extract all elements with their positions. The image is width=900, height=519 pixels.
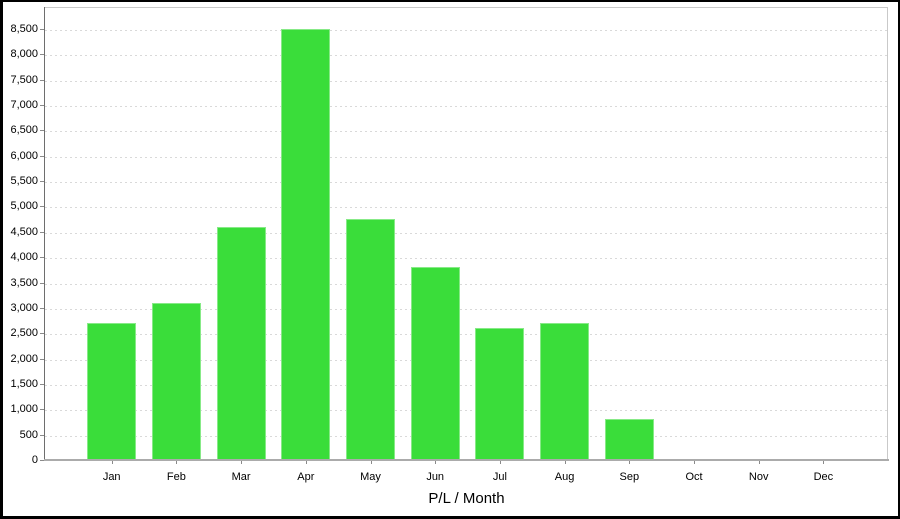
x-tick-label-feb: Feb <box>166 471 186 483</box>
y-tick-label-4500: 4,500 <box>10 225 38 238</box>
x-tick-mark-oct <box>694 461 695 464</box>
y-tick-label-7000: 7,000 <box>10 99 38 112</box>
x-tick-label-jan: Jan <box>102 471 121 483</box>
x-tick-label-jul: Jul <box>492 471 507 483</box>
gridline-y-2000 <box>45 359 887 361</box>
gridline-y-7000 <box>45 106 887 108</box>
gridline-y-7500 <box>45 80 887 82</box>
y-tick-mark <box>40 79 44 81</box>
bar-jun <box>410 267 460 460</box>
x-tick-label-nov: Nov <box>748 471 769 483</box>
y-tick-label-7500: 7,500 <box>10 73 38 86</box>
x-tick-mark-may <box>370 461 372 464</box>
bar-sep <box>604 419 654 460</box>
bar-apr <box>281 29 331 460</box>
y-tick-mark <box>40 54 44 56</box>
gridline-y-3500 <box>45 283 887 285</box>
gridline-y-8000 <box>45 55 887 57</box>
y-tick-mark <box>40 257 44 259</box>
x-tick-label-jun: Jun <box>426 471 445 483</box>
x-tick-mark-aug <box>564 461 566 464</box>
bar-jan <box>87 323 137 460</box>
y-tick-label-1500: 1,500 <box>10 377 38 390</box>
y-tick-label-0: 0 <box>31 454 38 466</box>
y-tick-label-5500: 5,500 <box>10 175 38 188</box>
y-tick-label-6000: 6,000 <box>10 149 38 162</box>
x-tick-mark-mar <box>241 461 243 464</box>
y-tick-mark <box>40 231 44 233</box>
gridline-y-2500 <box>45 334 887 336</box>
y-tick-mark <box>40 434 44 436</box>
x-axis-title: P/L / Month <box>428 490 505 507</box>
gridline-y-6500 <box>45 131 887 133</box>
gridline-y-5000 <box>45 207 887 209</box>
y-tick-label-2000: 2,000 <box>10 352 38 365</box>
y-tick-mark <box>40 282 44 284</box>
x-tick-label-apr: Apr <box>297 471 315 483</box>
y-tick-label-4000: 4,000 <box>10 251 38 264</box>
x-tick-mark-jul <box>499 461 501 464</box>
bar-mar <box>216 226 266 460</box>
x-tick-label-dec: Dec <box>813 471 834 483</box>
plot-area <box>45 7 888 460</box>
x-tick-mark-dec <box>823 461 825 464</box>
y-tick-mark <box>40 333 44 335</box>
x-tick-label-aug: Aug <box>554 471 575 483</box>
y-tick-label-3500: 3,500 <box>10 276 38 289</box>
y-tick-label-1000: 1,000 <box>10 403 38 416</box>
y-tick-mark <box>40 29 44 30</box>
y-tick-mark <box>40 307 44 309</box>
gridline-y-4000 <box>45 258 887 260</box>
gridline-y-4500 <box>45 232 887 234</box>
gridline-y-6000 <box>45 156 887 158</box>
gridline-y-500 <box>45 435 887 437</box>
y-tick-mark <box>40 409 44 411</box>
y-tick-label-8000: 8,000 <box>10 48 38 61</box>
y-axis-line <box>44 7 45 461</box>
gridline-y-3000 <box>45 308 887 310</box>
bar-aug <box>540 323 590 460</box>
y-tick-label-500: 500 <box>19 428 38 441</box>
y-tick-mark <box>40 181 44 183</box>
y-tick-label-2500: 2,500 <box>10 327 38 340</box>
bar-may <box>346 219 395 460</box>
gridline-y-5500 <box>45 182 887 184</box>
x-tick-label-sep: Sep <box>619 471 640 483</box>
x-axis-line <box>44 459 889 461</box>
y-tick-mark <box>40 460 44 461</box>
x-tick-mark-nov <box>758 461 760 464</box>
y-tick-mark <box>40 383 44 385</box>
y-tick-mark <box>40 206 44 208</box>
x-tick-label-mar: Mar <box>231 471 251 483</box>
y-tick-label-8500: 8,500 <box>10 23 38 35</box>
x-tick-mark-jun <box>435 461 437 464</box>
x-tick-label-may: May <box>360 471 381 483</box>
y-tick-label-5000: 5,000 <box>10 200 38 213</box>
gridline-y-1000 <box>45 410 887 412</box>
y-tick-mark <box>40 155 44 157</box>
x-tick-mark-jan <box>111 461 113 464</box>
bar-jul <box>475 328 525 460</box>
x-tick-mark-feb <box>176 461 178 464</box>
gridline-y-1500 <box>45 384 887 386</box>
y-tick-mark <box>40 358 44 360</box>
y-tick-label-3000: 3,000 <box>10 301 38 314</box>
y-tick-label-6500: 6,500 <box>10 124 38 137</box>
x-tick-label-oct: Oct <box>685 471 703 483</box>
bar-feb <box>151 302 201 460</box>
x-tick-mark-apr <box>305 461 307 464</box>
y-tick-mark <box>40 105 44 107</box>
y-tick-mark <box>40 130 44 132</box>
gridline-y-8500 <box>45 30 887 31</box>
x-tick-mark-sep <box>629 461 631 464</box>
